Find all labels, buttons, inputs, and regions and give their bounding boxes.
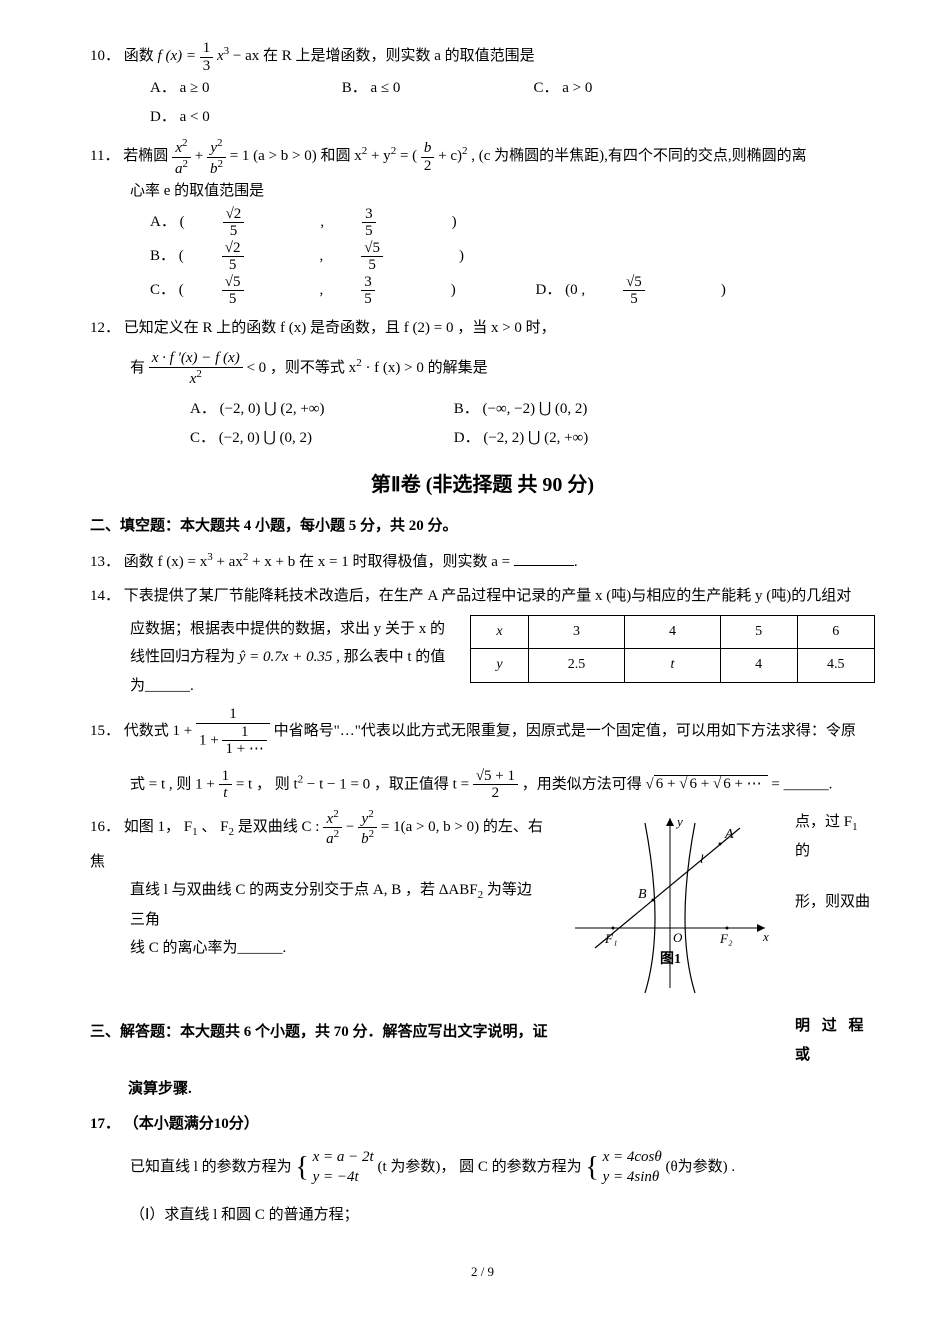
solve-title-row: 三、解答题：本大题共 6 个小题，共 70 分．解答应写出文字说明，证 明 过 … [90,1012,875,1069]
q13-blank [514,550,574,566]
q12-line1: 已知定义在 R 上的函数 f (x) 是奇函数，且 f (2) = 0 ，当 x… [124,320,556,336]
section-2-title: 第Ⅱ卷 (非选择题 共 90 分) [90,466,875,504]
q14-num: 14． [90,582,120,611]
q11-num: 11． [90,142,119,171]
q10-options: A． a ≥ 0 B． a ≤ 0 C． a > 0 D． a < 0 [90,74,875,131]
q17-line1: 已知直线 l 的参数方程为 { x = a − 2ty = −4t (t 为参数… [90,1148,875,1187]
solve-title: 三、解答题：本大题共 6 个小题，共 70 分．解答应写出文字说明，证 [90,1018,795,1047]
question-15: 15． 代数式 1 + 1 1 + 11 + ⋯ 中省略号"…"代表以此方式无限… [90,706,875,802]
q15-line2: 式 = t , 则 1 + 1t = t ， 则 t2 − t − 1 = 0 … [90,768,875,802]
q16-right-text: 点，过 F1 的 形，则双曲 [795,808,875,917]
q11-optC: C． (√55 , 35) [150,274,494,308]
table-row: y 2.5 t 4 4.5 [471,649,875,683]
q14-line1: 下表提供了某厂节能降耗技术改造后，在生产 A 产品过程中记录的产量 x (吨)与… [124,588,852,604]
q16-line1: 如图 1， F1 、 F2 是双曲线 C : x2a2 − y2b2 = 1(a… [90,819,543,870]
q16-line2: 直线 l 与双曲线 C 的两支分别交于点 A, B ，若 ΔABF2 为等边三角 [90,876,545,934]
svg-text:l: l [700,851,704,866]
svg-text:B: B [638,887,647,902]
fill-blank-title: 二、填空题：本大题共 4 小题，每小题 5 分，共 20 分。 [90,512,875,541]
q11-line1: 若椭圆 x2a2 + y2b2 = 1 (a > b > 0) 和圆 x2 + … [123,148,806,164]
q16-num: 16． [90,813,120,842]
q17-head: （本小题满分10分） [124,1116,259,1132]
svg-text:y: y [675,814,683,829]
q13-text: 函数 f (x) = x3 + ax2 + x + b 在 x = 1 时取得极… [124,554,578,570]
q11-optD: D． (0 , √55) [536,274,764,308]
q10-optB: B． a ≤ 0 [342,74,492,103]
q14-table: x 3 4 5 6 y 2.5 t 4 4.5 [470,615,875,683]
q14-left-text: 应数据；根据表中提供的数据，求出 y 关于 x 的 线性回归方程为 ŷ = 0.… [130,615,460,701]
q12-optB: B． (−∞, −2) ⋃ (0, 2) [454,401,588,417]
q12-options-row2: C． (−2, 0) ⋃ (0, 2) D． (−2, 2) ⋃ (2, +∞) [90,424,875,453]
q13-num: 13． [90,548,120,577]
q10-num: 10． [90,42,120,71]
q10-optA: A． a ≥ 0 [150,74,300,103]
table-row: x 3 4 5 6 [471,615,875,649]
solve-title-2: 演算步骤. [90,1075,875,1104]
q10-optC: C． a > 0 [534,74,684,103]
q12-optD: D． (−2, 2) ⋃ (2, +∞) [454,430,588,446]
q12-optA: A． (−2, 0) ⋃ (2, +∞) [190,395,450,424]
svg-text:图1: 图1 [660,951,681,967]
question-11: 11． 若椭圆 x2a2 + y2b2 = 1 (a > b > 0) 和圆 x… [90,137,875,308]
question-17: 17． （本小题满分10分） 已知直线 l 的参数方程为 { x = a − 2… [90,1110,875,1230]
svg-text:A: A [724,827,734,842]
q16-figure: A B F₁ F₂ O x y l 图1 [545,808,795,1007]
question-16: 16． 如图 1， F1 、 F2 是双曲线 C : x2a2 − y2b2 =… [90,808,875,1007]
q17-num: 17． [90,1110,120,1139]
q11-optA: A． (√25 , 35) [150,206,495,240]
svg-text:x: x [762,929,769,944]
page-footer: 2 / 9 [90,1260,875,1285]
q12-line2: 有 x · f ′(x) − f (x)x2 < 0 ，则不等式 x2 · f … [90,350,875,387]
question-13: 13． 函数 f (x) = x3 + ax2 + x + b 在 x = 1 … [90,547,875,577]
q16-line3: 线 C 的离心率为______. [90,934,545,963]
q15-num: 15． [90,717,120,746]
question-12: 12． 已知定义在 R 上的函数 f (x) 是奇函数，且 f (2) = 0 … [90,314,875,453]
solve-title-tail: 明 过 程 或 [795,1012,875,1069]
q10-optD: D． a < 0 [150,103,300,132]
question-14: 14． 下表提供了某厂节能降耗技术改造后，在生产 A 产品过程中记录的产量 x … [90,582,875,700]
hyperbola-figure-svg: A B F₁ F₂ O x y l 图1 [565,808,775,998]
q10-text: 函数 f (x) = 13 x3 − ax 在 R 上是增函数，则实数 a 的取… [124,48,535,64]
q15-line1: 代数式 1 + 1 1 + 11 + ⋯ 中省略号"…"代表以此方式无限重复，因… [124,723,856,739]
svg-text:O: O [673,930,683,945]
q12-options-row1: A． (−2, 0) ⋃ (2, +∞) B． (−∞, −2) ⋃ (0, 2… [90,395,875,424]
q11-options: A． (√25 , 35) B． (√25 , √55) C． (√55 , 3… [90,206,875,308]
svg-text:F₂: F₂ [719,931,733,946]
q17-part1: （Ⅰ）求直线 l 和圆 C 的普通方程； [90,1201,875,1230]
q12-optC: C． (−2, 0) ⋃ (0, 2) [190,424,450,453]
q12-num: 12． [90,314,120,343]
q11-optB: B． (√25 , √55) [150,240,502,274]
q11-line2: 心率 e 的取值范围是 [90,177,875,206]
question-10: 10． 函数 f (x) = 13 x3 − ax 在 R 上是增函数，则实数 … [90,40,875,131]
svg-text:F₁: F₁ [604,931,617,946]
